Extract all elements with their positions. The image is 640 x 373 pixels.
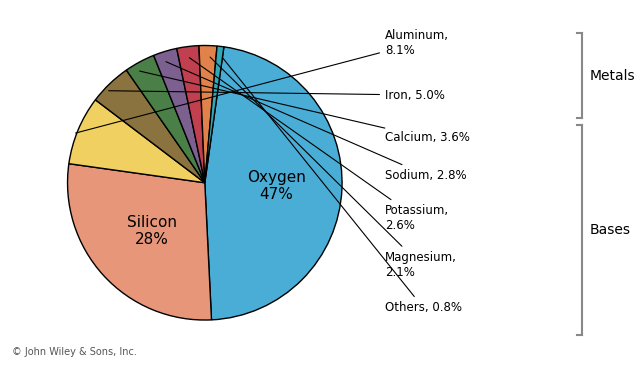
- Text: Bases: Bases: [590, 223, 631, 237]
- Text: Potassium,
2.6%: Potassium, 2.6%: [189, 58, 449, 232]
- Text: Oxygen
47%: Oxygen 47%: [246, 170, 305, 202]
- Wedge shape: [95, 70, 205, 183]
- Text: Metals: Metals: [590, 69, 636, 82]
- Wedge shape: [126, 56, 205, 183]
- Wedge shape: [69, 100, 205, 183]
- Wedge shape: [205, 47, 342, 320]
- Text: Aluminum,
8.1%: Aluminum, 8.1%: [76, 29, 449, 133]
- Text: © John Wiley & Sons, Inc.: © John Wiley & Sons, Inc.: [12, 347, 137, 357]
- Wedge shape: [205, 46, 224, 183]
- Wedge shape: [68, 164, 211, 320]
- Text: Iron, 5.0%: Iron, 5.0%: [109, 88, 445, 101]
- Text: Silicon
28%: Silicon 28%: [127, 215, 177, 247]
- Wedge shape: [199, 46, 217, 183]
- Text: Magnesium,
2.1%: Magnesium, 2.1%: [210, 57, 457, 279]
- Text: Sodium, 2.8%: Sodium, 2.8%: [166, 62, 467, 182]
- Text: Others, 0.8%: Others, 0.8%: [223, 58, 462, 314]
- Text: Calcium, 3.6%: Calcium, 3.6%: [140, 71, 470, 144]
- Wedge shape: [154, 48, 205, 183]
- Wedge shape: [177, 46, 205, 183]
